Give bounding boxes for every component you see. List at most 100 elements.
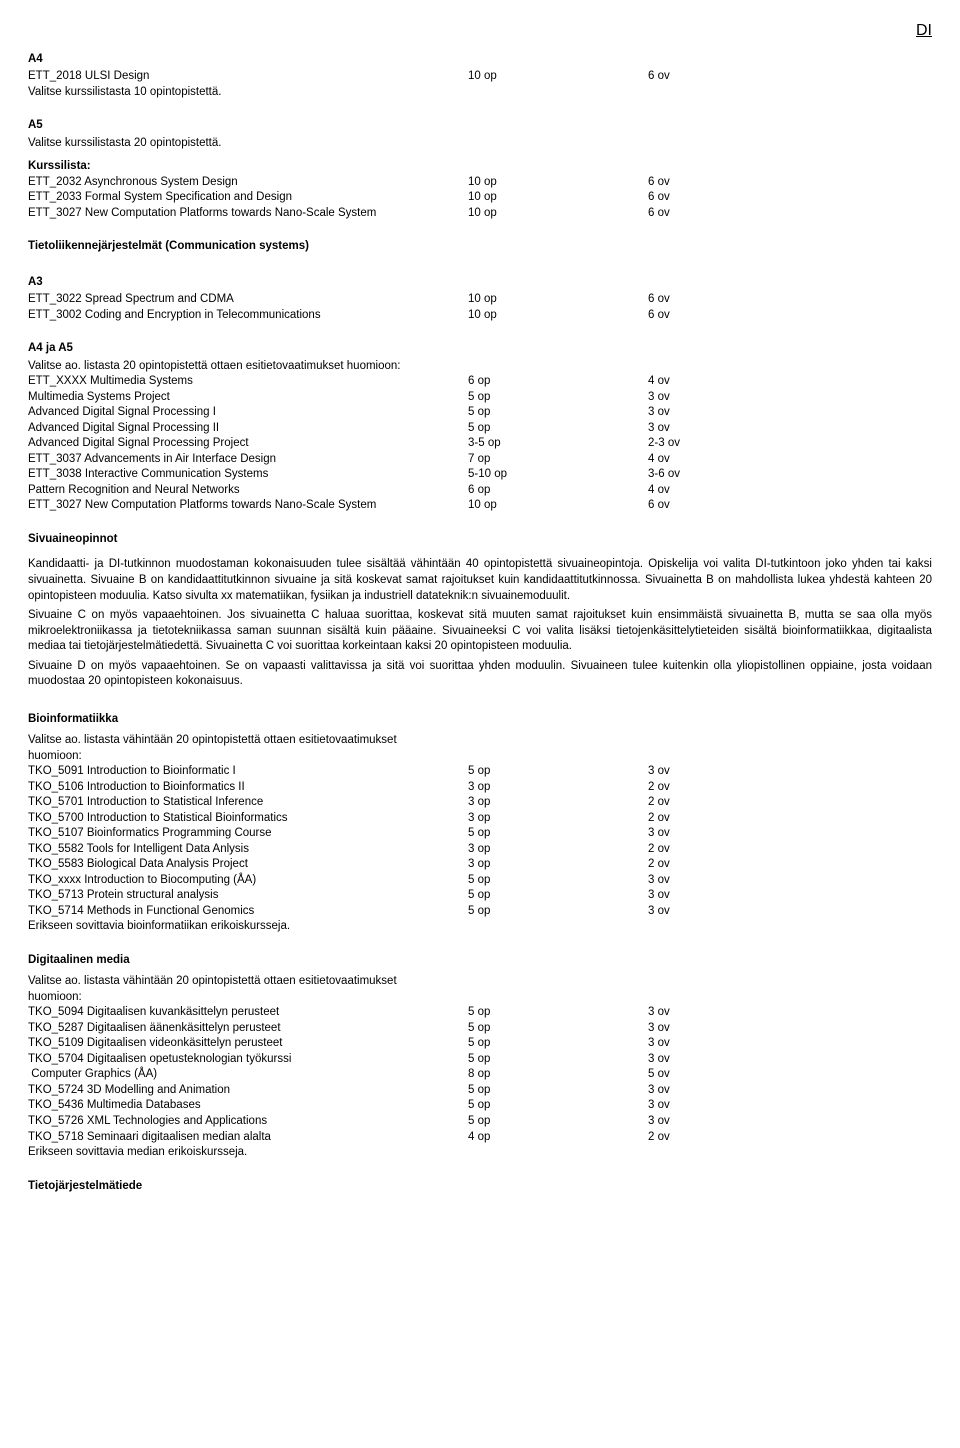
course-name: TKO_5109 Digitaalisen videonkäsittelyn p… [28, 1036, 468, 1052]
course-name: ETT_3027 New Computation Platforms towar… [28, 206, 468, 222]
course-op: 10 op [468, 175, 648, 191]
course-row: TKO_5106 Introduction to Bioinformatics … [28, 780, 932, 796]
course-name: ETT_3037 Advancements in Air Interface D… [28, 452, 468, 468]
course-row: ETT_XXXX Multimedia Systems6 op4 ov [28, 374, 932, 390]
digmedia-note-line-2: huomioon: [28, 990, 932, 1006]
course-name: ETT_3038 Interactive Communication Syste… [28, 467, 468, 483]
course-name: TKO_xxxx Introduction to Biocomputing (Å… [28, 873, 468, 889]
digmedia-note-line-1: Valitse ao. listasta vähintään 20 opinto… [28, 974, 932, 990]
course-name: TKO_5091 Introduction to Bioinformatic I [28, 764, 468, 780]
course-name: ETT_3022 Spread Spectrum and CDMA [28, 292, 468, 308]
course-name: TKO_5582 Tools for Intelligent Data Anly… [28, 842, 468, 858]
course-ov: 2-3 ov [648, 436, 932, 452]
course-name: TKO_5583 Biological Data Analysis Projec… [28, 857, 468, 873]
course-ov: 3 ov [648, 888, 932, 904]
a4a5-title: A4 ja A5 [28, 341, 932, 357]
course-ov: 3-6 ov [648, 467, 932, 483]
course-ov: 3 ov [648, 873, 932, 889]
course-row: TKO_5700 Introduction to Statistical Bio… [28, 811, 932, 827]
course-op: 5 op [468, 390, 648, 406]
course-ov: 3 ov [648, 1052, 932, 1068]
course-row: ETT_3022 Spread Spectrum and CDMA10 op6 … [28, 292, 932, 308]
course-op: 6 op [468, 483, 648, 499]
course-ov: 6 ov [648, 206, 932, 222]
course-op: 5 op [468, 1005, 648, 1021]
a4a5-note: Valitse ao. listasta 20 opintopistettä o… [28, 359, 932, 375]
course-name: TKO_5287 Digitaalisen äänenkäsittelyn pe… [28, 1021, 468, 1037]
course-op: 5 op [468, 764, 648, 780]
course-name: TKO_5726 XML Technologies and Applicatio… [28, 1114, 468, 1130]
course-name: Advanced Digital Signal Processing I [28, 405, 468, 421]
course-op: 3 op [468, 811, 648, 827]
course-row: TKO_5726 XML Technologies and Applicatio… [28, 1114, 932, 1130]
course-op: 3 op [468, 842, 648, 858]
course-op: 3-5 op [468, 436, 648, 452]
course-name: Advanced Digital Signal Processing Proje… [28, 436, 468, 452]
course-name: TKO_5713 Protein structural analysis [28, 888, 468, 904]
course-name: TKO_5700 Introduction to Statistical Bio… [28, 811, 468, 827]
course-ov: 3 ov [648, 904, 932, 920]
course-row: TKO_5582 Tools for Intelligent Data Anly… [28, 842, 932, 858]
course-row: ETT_3002 Coding and Encryption in Teleco… [28, 308, 932, 324]
course-row: TKO_5713 Protein structural analysis5 op… [28, 888, 932, 904]
course-ov: 2 ov [648, 857, 932, 873]
course-op: 5 op [468, 1021, 648, 1037]
course-row: ETT_3038 Interactive Communication Syste… [28, 467, 932, 483]
sivuaine-title: Sivuaineopinnot [28, 532, 932, 548]
tieto-title: Tietoliikennejärjestelmät (Communication… [28, 239, 932, 255]
course-row: ETT_2033 Formal System Specification and… [28, 190, 932, 206]
bioinf-note-line-2: huomioon: [28, 749, 932, 765]
course-name: TKO_5701 Introduction to Statistical Inf… [28, 795, 468, 811]
digmedia-title: Digitaalinen media [28, 953, 932, 969]
course-op: 3 op [468, 780, 648, 796]
a5-title: A5 [28, 118, 932, 134]
course-op: 10 op [468, 498, 648, 514]
course-row: TKO_5109 Digitaalisen videonkäsittelyn p… [28, 1036, 932, 1052]
course-ov: 6 ov [648, 308, 932, 324]
course-row: TKO_5094 Digitaalisen kuvankäsittelyn pe… [28, 1005, 932, 1021]
course-op: 8 op [468, 1067, 648, 1083]
page-header-right: DI [28, 20, 932, 42]
bioinf-footer: Erikseen sovittavia bioinformatiikan eri… [28, 919, 932, 935]
course-row: TKO_5287 Digitaalisen äänenkäsittelyn pe… [28, 1021, 932, 1037]
course-op: 10 op [468, 206, 648, 222]
course-row: TKO_5583 Biological Data Analysis Projec… [28, 857, 932, 873]
course-row: TKO_5091 Introduction to Bioinformatic I… [28, 764, 932, 780]
course-op: 5-10 op [468, 467, 648, 483]
course-name: Advanced Digital Signal Processing II [28, 421, 468, 437]
course-ov: 6 ov [648, 190, 932, 206]
course-ov: 2 ov [648, 811, 932, 827]
course-ov: 5 ov [648, 1067, 932, 1083]
course-ov: 2 ov [648, 795, 932, 811]
bioinf-note-line-1: Valitse ao. listasta vähintään 20 opinto… [28, 733, 932, 749]
course-ov: 6 ov [648, 292, 932, 308]
course-row: Multimedia Systems Project5 op3 ov [28, 390, 932, 406]
course-name: TKO_5724 3D Modelling and Animation [28, 1083, 468, 1099]
course-op: 5 op [468, 421, 648, 437]
sivuaine-para-2: Sivuaine C on myös vapaaehtoinen. Jos si… [28, 608, 932, 655]
a3-title: A3 [28, 275, 932, 291]
course-ov: 3 ov [648, 1098, 932, 1114]
course-op: 5 op [468, 888, 648, 904]
course-row: TKO_5724 3D Modelling and Animation5 op3… [28, 1083, 932, 1099]
course-ov: 4 ov [648, 452, 932, 468]
course-name: Multimedia Systems Project [28, 390, 468, 406]
course-row: ETT_2018 ULSI Design 10 op 6 ov [28, 69, 932, 85]
course-op: 3 op [468, 795, 648, 811]
course-op: 5 op [468, 1036, 648, 1052]
course-name: ETT_2018 ULSI Design [28, 69, 468, 85]
course-op: 4 op [468, 1130, 648, 1146]
course-name: ETT_XXXX Multimedia Systems [28, 374, 468, 390]
course-op: 5 op [468, 873, 648, 889]
kurssilista-title: Kurssilista: [28, 159, 932, 175]
tietoj-title: Tietojärjestelmätiede [28, 1179, 932, 1195]
course-ov: 3 ov [648, 1036, 932, 1052]
sivuaine-para-1: Kandidaatti- ja DI-tutkinnon muodostaman… [28, 557, 932, 604]
course-row: ETT_3037 Advancements in Air Interface D… [28, 452, 932, 468]
course-row: Advanced Digital Signal Processing I5 op… [28, 405, 932, 421]
course-name: Computer Graphics (ÅA) [28, 1067, 468, 1083]
course-name: ETT_3027 New Computation Platforms towar… [28, 498, 468, 514]
course-op: 5 op [468, 1114, 648, 1130]
course-row: TKO_5718 Seminaari digitaalisen median a… [28, 1130, 932, 1146]
course-name: TKO_5107 Bioinformatics Programming Cour… [28, 826, 468, 842]
